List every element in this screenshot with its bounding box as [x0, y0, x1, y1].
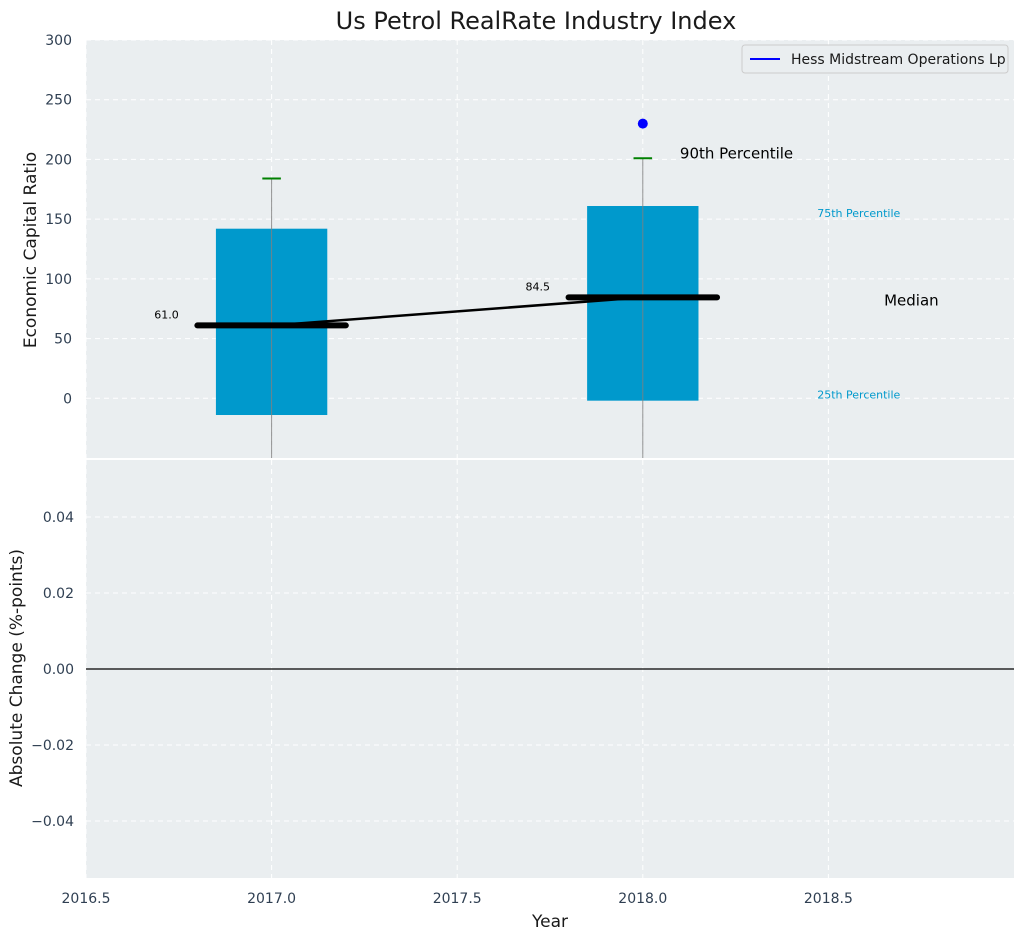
median-trend-line	[271, 296, 643, 327]
bottom-panel: −0.04 −0.02 0.00 0.02 0.04 2016.5 2017.0 2017.5…	[31, 460, 1014, 907]
bottom-y-tick-label: −0.02	[31, 738, 74, 754]
top-y-tick-label: 150	[45, 212, 72, 228]
bottom-y-tick-label: 0.02	[43, 586, 74, 602]
bottom-y-tick-label: 0.00	[43, 662, 74, 678]
bottom-y-tick-label: 0.04	[43, 510, 74, 526]
legend: Hess Midstream Operations Lp	[741, 44, 1009, 74]
top-y-tick-label: 300	[45, 33, 72, 49]
box-group-1: 84.5	[526, 157, 721, 458]
top-y-tick-label: 200	[45, 152, 72, 168]
x-tick-label: 2018.0	[618, 891, 667, 907]
company-point	[637, 118, 648, 129]
annotation-median: Median	[884, 291, 939, 309]
bottom-y-tick-label: −0.04	[31, 814, 74, 830]
chart-title: Us Petrol RealRate Industry Index	[336, 7, 737, 35]
x-tick-label: 2018.5	[804, 891, 853, 907]
top-y-tick-label: 0	[63, 391, 72, 407]
x-axis-label: Year	[531, 912, 568, 932]
top-y-tick-label: 250	[45, 93, 72, 109]
x-tick-label: 2017.0	[247, 891, 296, 907]
legend-label: Hess Midstream Operations Lp	[791, 52, 1006, 68]
top-panel: 0 50 100 150 200 250 300 61.0 84.5 90th Percentil…	[45, 33, 1014, 458]
bottom-y-axis-label: Absolute Change (%-points)	[7, 549, 27, 787]
median-value-label: 61.0	[154, 308, 179, 321]
legend-box	[741, 44, 1009, 74]
top-y-tick-label: 50	[54, 332, 72, 348]
x-tick-label: 2017.5	[433, 891, 482, 907]
annotation-p25: 25th Percentile	[817, 389, 900, 402]
x-tick-label: 2016.5	[62, 891, 111, 907]
median-value-label: 84.5	[526, 280, 551, 293]
annotation-p75: 75th Percentile	[817, 207, 900, 220]
top-y-axis-label: Economic Capital Ratio	[21, 152, 41, 348]
annotation-p90: 90th Percentile	[680, 144, 793, 162]
top-y-tick-label: 100	[45, 272, 72, 288]
